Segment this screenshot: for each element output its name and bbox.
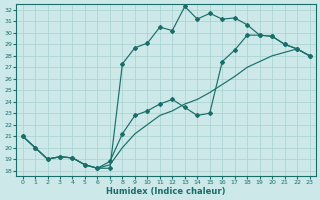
X-axis label: Humidex (Indice chaleur): Humidex (Indice chaleur): [106, 187, 226, 196]
